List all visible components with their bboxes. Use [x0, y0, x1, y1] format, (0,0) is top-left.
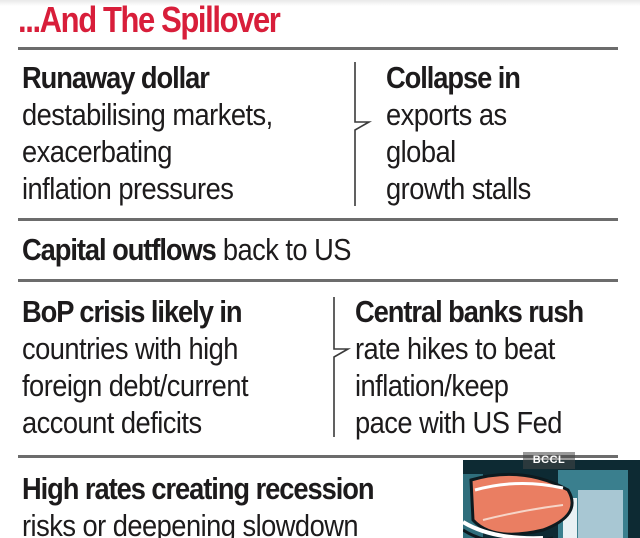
block-bop-crisis: BoP crisis likely in countries with high…	[22, 293, 249, 441]
block-head: BoP crisis likely in	[22, 294, 243, 329]
block-line: inflation/keep	[355, 368, 509, 403]
block-head: Collapse in	[386, 60, 521, 95]
illustration-bowl-icon	[463, 460, 640, 538]
page-title: ...And The Spillover	[18, 0, 281, 40]
block-line: rate hikes to beat	[355, 331, 555, 366]
block-line: exacerbating	[22, 134, 172, 169]
divider-1	[18, 47, 618, 50]
block-line: countries with high	[22, 331, 238, 366]
bracket-connector-icon	[333, 297, 352, 437]
top-shade	[0, 0, 640, 6]
divider-4	[18, 455, 618, 458]
illustration-image	[463, 460, 640, 538]
block-rest: back to US	[215, 232, 352, 267]
block-central-banks: Central banks rush rate hikes to beat in…	[355, 293, 584, 441]
block-collapse-exports: Collapse in exports as global growth sta…	[386, 59, 531, 207]
block-line: exports as	[386, 97, 507, 132]
block-line: account deficits	[22, 405, 202, 440]
block-line: inflation pressures	[22, 171, 234, 206]
image-credit: BCCL	[523, 452, 575, 469]
divider-2	[18, 218, 618, 221]
bracket-connector-icon	[354, 62, 373, 206]
block-line: foreign debt/current	[22, 368, 249, 403]
divider-3	[18, 279, 618, 282]
block-line: pace with US Fed	[355, 405, 562, 440]
block-head: Capital outflows	[22, 232, 217, 267]
block-head: Central banks rush	[355, 294, 584, 329]
block-line: growth stalls	[386, 171, 531, 206]
block-capital-outflows: Capital outflows back to US	[22, 231, 351, 268]
block-line: global	[386, 134, 456, 169]
block-head: Runaway dollar	[22, 60, 210, 95]
block-line: destabilising markets,	[22, 97, 273, 132]
block-head: High rates creating recession	[22, 471, 375, 506]
block-runaway-dollar: Runaway dollar destabilising markets, ex…	[22, 59, 273, 207]
block-high-rates: High rates creating recession risks or d…	[22, 470, 375, 538]
block-line: risks or deepening slowdown	[22, 508, 359, 538]
